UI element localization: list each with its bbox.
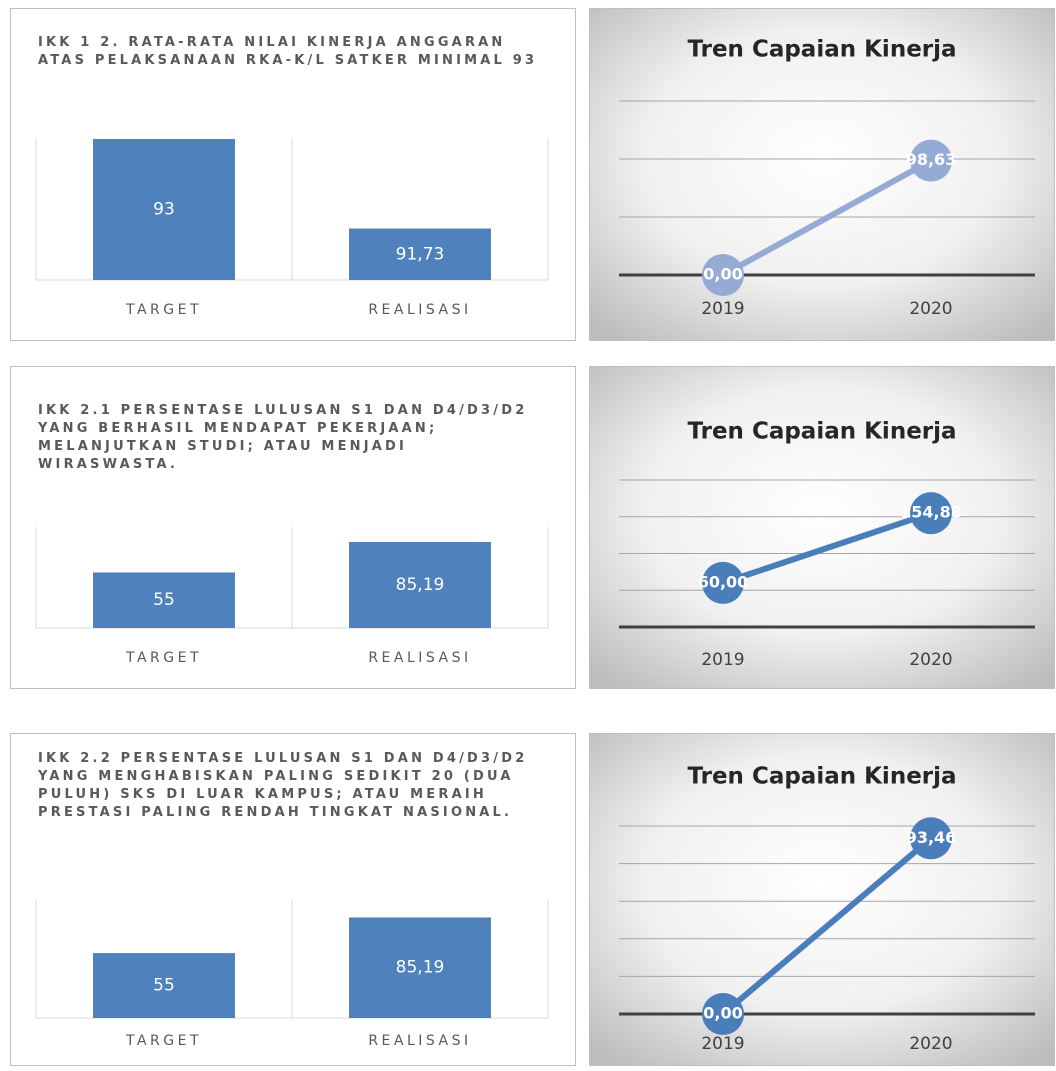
x-tick-label: 2020 — [909, 299, 952, 319]
chart-title: IKK 2.2 PERSENTASE LULUSAN S1 DAN D4/D3/… — [38, 751, 528, 820]
x-tick-label: TARGET — [125, 650, 202, 666]
chart-title: Tren Capaian Kinerja — [687, 764, 956, 790]
marker — [702, 254, 744, 296]
data-label: 154,88 — [900, 503, 962, 522]
data-label: 85,19 — [396, 958, 445, 978]
title-box: IKK 1 2. RATA-RATA NILAI KINERJA ANGGARA… — [38, 35, 538, 68]
bar — [349, 228, 491, 280]
line — [722, 510, 932, 586]
marker — [702, 993, 744, 1035]
bar — [93, 953, 235, 1018]
data-label: 93 — [153, 200, 175, 220]
panel — [589, 8, 1055, 341]
data-label: 0,00 — [703, 265, 742, 284]
data-label: 98,63 — [906, 150, 957, 169]
marker — [702, 561, 744, 604]
x-tick-label: 2019 — [701, 650, 744, 670]
marker — [910, 492, 952, 535]
data-label: 55 — [153, 976, 175, 996]
title-box: IKK 2.1 PERSENTASE LULUSAN S1 DAN D4/D3/… — [38, 403, 528, 472]
data-label: 55 — [153, 590, 175, 610]
chart-title: Tren Capaian Kinerja — [687, 37, 956, 63]
x-tick-label: REALISASI — [368, 302, 471, 318]
x-tick-label: 2020 — [909, 1034, 952, 1054]
chart-title: IKK 2.1 PERSENTASE LULUSAN S1 DAN D4/D3/… — [38, 403, 528, 472]
data-label: 0,00 — [703, 1004, 742, 1023]
data-label: 91,73 — [396, 244, 445, 264]
panel — [589, 366, 1055, 689]
line — [721, 157, 933, 278]
bar — [93, 572, 235, 628]
chart-title: IKK 1 2. RATA-RATA NILAI KINERJA ANGGARA… — [38, 35, 538, 68]
line — [721, 836, 933, 1017]
bar — [93, 139, 235, 280]
x-tick-label: TARGET — [125, 302, 202, 318]
x-tick-label: REALISASI — [368, 1033, 471, 1049]
x-tick-label: 2020 — [909, 650, 952, 670]
x-tick-label: REALISASI — [368, 650, 471, 666]
marker — [910, 817, 952, 860]
title-box: IKK 2.2 PERSENTASE LULUSAN S1 DAN D4/D3/… — [38, 751, 528, 820]
marker — [910, 139, 952, 182]
panel — [10, 366, 576, 689]
data-label: 60,00 — [698, 572, 749, 591]
x-tick-label: 2019 — [701, 299, 744, 319]
bar — [349, 541, 491, 628]
chart-title: Tren Capaian Kinerja — [687, 419, 956, 445]
x-tick-label: TARGET — [125, 1033, 202, 1049]
x-tick-label: 2019 — [701, 1034, 744, 1054]
panel — [589, 733, 1055, 1066]
data-label: 93,46 — [906, 828, 957, 847]
bar — [349, 917, 491, 1018]
data-label: 85,19 — [396, 575, 445, 595]
